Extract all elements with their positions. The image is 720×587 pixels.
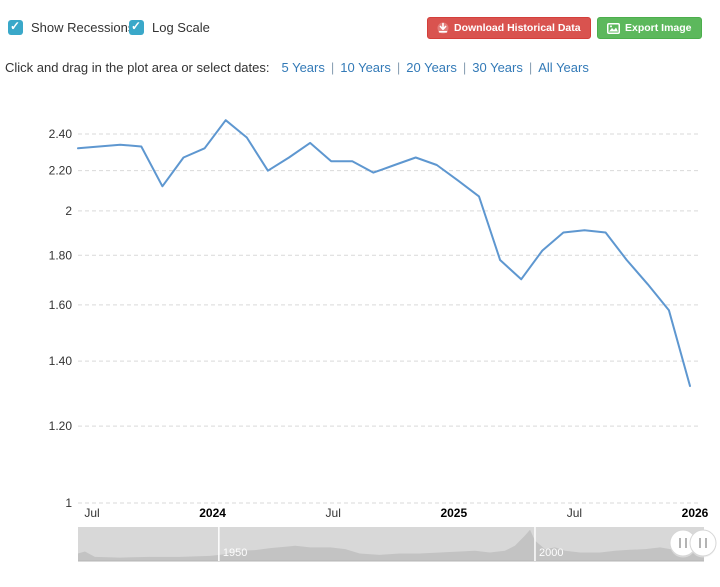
checkmark-icon: ✓ — [10, 19, 21, 33]
x-axis-label: Jul — [326, 506, 341, 520]
download-button-label: Download Historical Data — [454, 22, 581, 34]
y-axis-label: 1.80 — [49, 248, 73, 262]
export-button-label: Export Image — [625, 22, 692, 34]
navigator-year-label: 2000 — [539, 547, 563, 559]
x-axis-label: 2024 — [199, 506, 226, 520]
image-icon — [607, 22, 620, 34]
range-link-5-years[interactable]: 5 Years — [281, 60, 325, 75]
navigator-handle[interactable] — [669, 529, 697, 558]
range-link-30-years[interactable]: 30 Years — [472, 60, 523, 75]
range-separator: | — [462, 60, 467, 75]
x-axis-label: 2026 — [682, 506, 709, 520]
price-line[interactable] — [77, 119, 691, 387]
show-recessions-label: Show Recessions — [31, 20, 135, 35]
y-axis-label: 1.40 — [49, 354, 73, 368]
show-recessions-checkbox[interactable]: ✓ — [8, 19, 23, 35]
navigator-handle[interactable] — [689, 529, 717, 558]
range-link-20-years[interactable]: 20 Years — [406, 60, 457, 75]
range-separator: | — [330, 60, 335, 75]
show-recessions-control: ✓ Show Recessions — [8, 19, 135, 35]
log-scale-label: Log Scale — [152, 20, 210, 35]
y-axis-label: 2.40 — [49, 127, 73, 141]
range-selector-prompt: Click and drag in the plot area or selec… — [5, 60, 270, 75]
y-axis-label: 1.20 — [49, 419, 73, 433]
range-link-10-years[interactable]: 10 Years — [340, 60, 391, 75]
download-icon — [437, 22, 449, 34]
range-selector: Click and drag in the plot area or selec… — [5, 60, 593, 75]
y-axis-label: 2.20 — [49, 164, 73, 178]
x-axis-label: Jul — [84, 506, 99, 520]
y-axis-label: 2 — [65, 204, 72, 218]
range-separator: | — [396, 60, 401, 75]
export-image-button[interactable]: Export Image — [597, 17, 702, 39]
checkmark-icon: ✓ — [131, 19, 142, 33]
y-axis-label: 1.60 — [49, 298, 73, 312]
navigator-handle-circle[interactable] — [689, 529, 717, 557]
log-scale-control: ✓ Log Scale — [129, 19, 210, 35]
navigator-area-series — [78, 529, 704, 561]
y-axis-label: 1 — [65, 496, 72, 510]
download-historical-data-button[interactable]: Download Historical Data — [427, 17, 591, 39]
range-link-all-years[interactable]: All Years — [538, 60, 589, 75]
plot-area[interactable] — [78, 95, 700, 503]
navigator[interactable]: 1950 2000 — [78, 527, 717, 562]
x-axis-label: Jul — [567, 506, 582, 520]
x-axis-label: 2025 — [440, 506, 467, 520]
range-separator: | — [528, 60, 533, 75]
navigator-year-label: 1950 — [223, 547, 247, 559]
log-scale-checkbox[interactable]: ✓ — [129, 19, 144, 35]
price-chart: 2.40 2.20 2 1.80 1.60 1.40 1.20 1 Jul 2024 Jul 2025… — [49, 95, 717, 562]
